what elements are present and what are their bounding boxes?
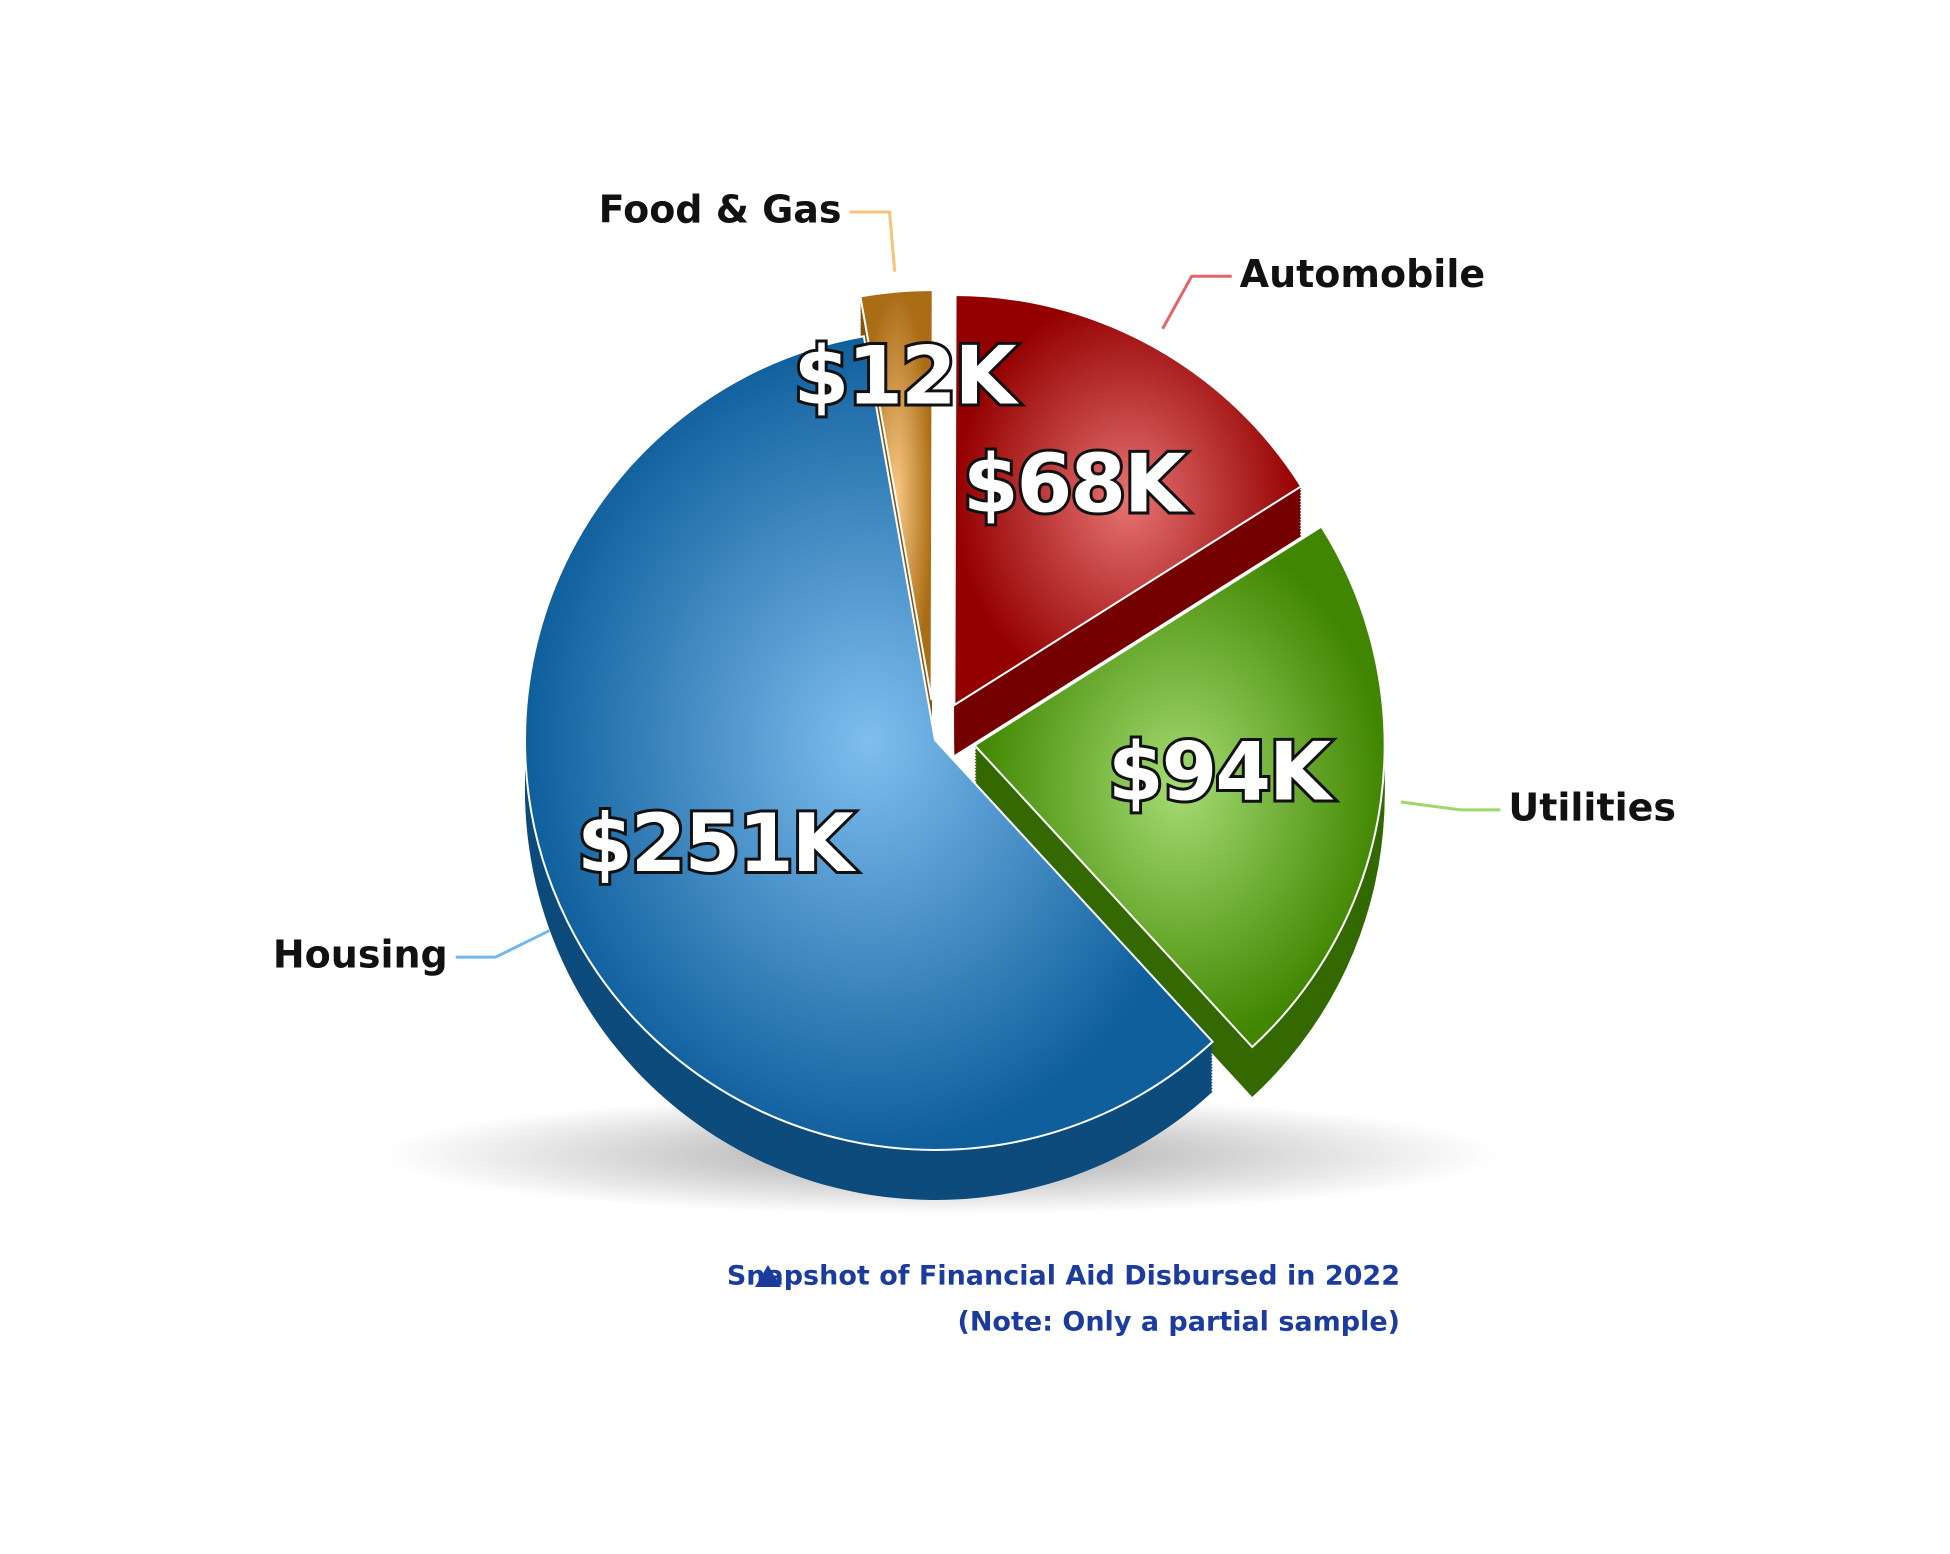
- caption-note: (Note: Only a partial sample): [957, 1307, 1400, 1338]
- leader-line: [455, 929, 551, 959]
- pie-slice: [859, 289, 934, 701]
- leader-line: [1400, 800, 1501, 812]
- value-label: $251K: [577, 797, 857, 890]
- leader-line: [1161, 274, 1232, 330]
- category-label: Housing: [273, 933, 448, 977]
- pie-slice: [973, 525, 1386, 1049]
- value-label: $68K: [963, 438, 1189, 531]
- category-label: Food & Gas: [599, 187, 842, 231]
- value-label: $94K: [1108, 726, 1334, 819]
- caption-icon: [755, 1265, 781, 1287]
- category-label: Automobile: [1240, 252, 1485, 296]
- category-label: Utilities: [1508, 785, 1676, 829]
- leader-line: [849, 210, 897, 272]
- value-label: $12K: [794, 329, 1020, 422]
- pie-slice: [953, 294, 1303, 707]
- pie-slice: [524, 335, 1214, 1151]
- caption: Snapshot of Financial Aid Disbursed in 2…: [727, 1261, 1400, 1292]
